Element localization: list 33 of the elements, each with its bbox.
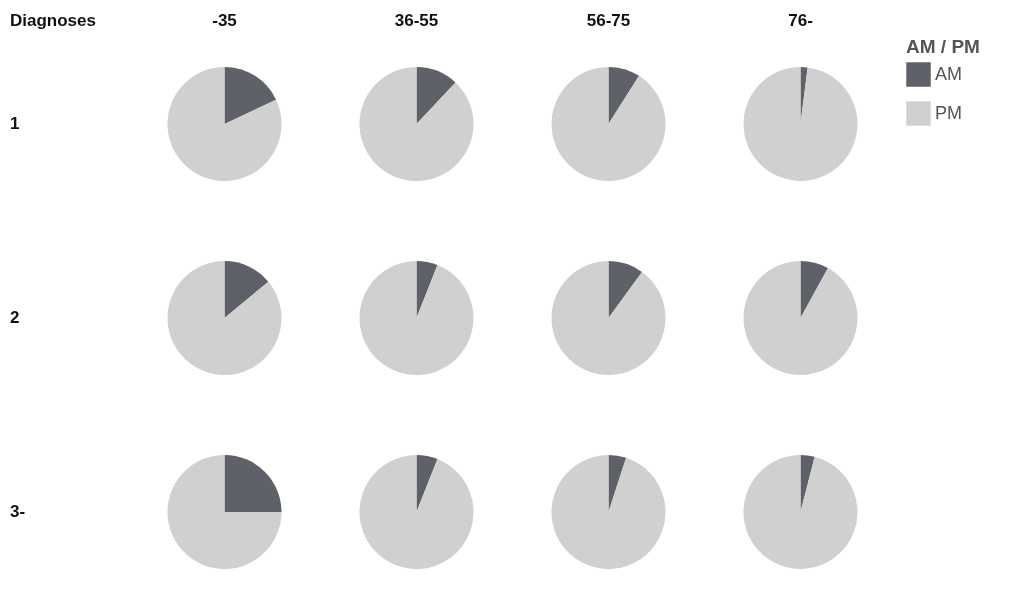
text: 2: [10, 308, 20, 327]
legend-title: AM / PM: [906, 36, 980, 57]
pie-slice: [167, 67, 282, 181]
chart-title: 36-55: [394, 11, 439, 30]
pie-slice: [224, 261, 269, 318]
pie-slice: [800, 261, 828, 318]
chart-title: 56-75: [586, 11, 631, 30]
chart-title: -35: [212, 11, 237, 30]
pie-slice: [743, 67, 858, 181]
legend-label: PM: [935, 102, 962, 123]
text: 1: [10, 114, 20, 133]
pie-slice: [551, 261, 666, 375]
pie-slice: [416, 67, 456, 124]
pie-slice: [359, 261, 474, 375]
pie-slice: [416, 455, 438, 512]
pie-slice: [551, 67, 666, 181]
pie-slice: [167, 455, 282, 569]
pie-slice: [743, 261, 858, 375]
pie-slice: [608, 455, 627, 512]
pie-slice: [416, 261, 438, 318]
pie-slice: [167, 261, 282, 375]
legend-label: AM: [935, 63, 962, 84]
pie-slice: [743, 455, 858, 569]
text: Diagnoses: [10, 11, 96, 30]
pie-slice: [551, 455, 666, 569]
pie-slice: [359, 455, 474, 569]
chart-title: 76-: [788, 11, 813, 30]
pie-slice: [608, 67, 640, 124]
pie-slice: [224, 455, 282, 512]
pie-slice: [608, 261, 642, 318]
text: 3-: [10, 502, 26, 521]
pie-slice: [359, 67, 474, 181]
pie-slice: [224, 67, 277, 124]
